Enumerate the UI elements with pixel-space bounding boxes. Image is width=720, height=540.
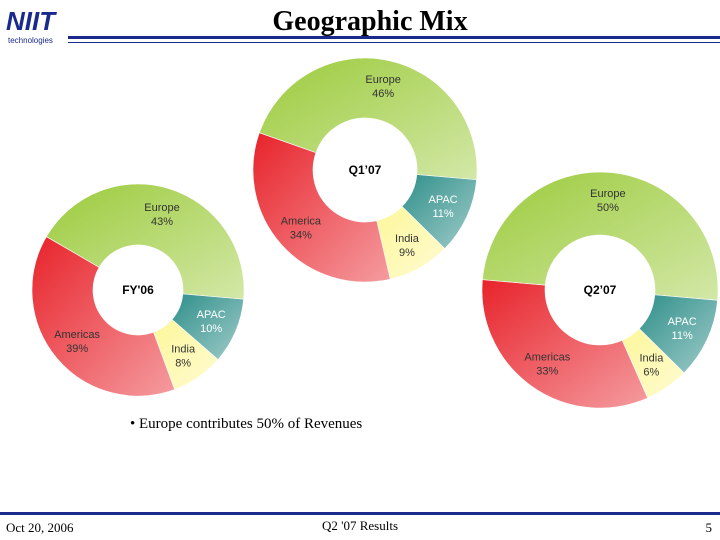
slice-shade: [171, 293, 244, 360]
slice-shade: [622, 328, 685, 398]
slice-shade: [482, 279, 648, 408]
slice-label: APAC: [428, 194, 457, 206]
slice-shade: [639, 294, 718, 373]
slice-label: India: [639, 352, 664, 364]
slice-shade: [402, 174, 477, 249]
footer-center: Q2 '07 Results: [322, 518, 398, 533]
slice-shade: [376, 206, 445, 280]
slice-value: 11%: [432, 208, 453, 220]
slice-label: India: [395, 233, 420, 245]
slice-value: 43%: [151, 216, 173, 228]
slice-value: 8%: [175, 357, 191, 369]
slice-shade: [31, 236, 175, 397]
slice-value: 10%: [200, 323, 222, 335]
slice-value: 39%: [66, 343, 88, 355]
logo-sub: technologies: [8, 36, 53, 45]
slice-label: APAC: [197, 309, 226, 321]
page-number: 5: [706, 520, 713, 535]
slice-label: Americas: [54, 329, 100, 341]
slice-label: Europe: [590, 188, 625, 200]
footer-date: Oct 20, 2006: [6, 520, 74, 535]
slice-value: 9%: [399, 247, 415, 259]
slice-label: America: [281, 215, 322, 227]
slice-label: Europe: [144, 202, 179, 214]
slice-value: 11%: [672, 330, 693, 342]
slice-value: 6%: [643, 366, 659, 378]
donut-title: Q2’07: [584, 283, 617, 297]
slice-shade: [153, 319, 218, 390]
slice-shade: [482, 172, 718, 301]
header-rule: [68, 36, 720, 39]
header-rule: [68, 42, 720, 43]
donut-title: Q1’07: [349, 163, 382, 177]
slice-label: Europe: [365, 74, 400, 86]
slice-shade: [46, 184, 244, 300]
slice-value: 50%: [597, 202, 619, 214]
footer-rule: [0, 512, 720, 515]
bullet: • Europe contributes 50% of Revenues: [130, 416, 362, 432]
charts: Europe 43% APAC 10% India 8% Americas 39% FY'06 E…: [31, 57, 719, 409]
slice-value: 34%: [290, 229, 312, 241]
slice-value: 33%: [536, 366, 558, 378]
donut-title: FY'06: [122, 283, 154, 297]
slide-title: Geographic Mix: [272, 6, 467, 37]
slice-shade: [253, 132, 391, 282]
slice-label: APAC: [668, 316, 697, 328]
slice-label: India: [171, 343, 196, 355]
slice-label: Americas: [524, 352, 570, 364]
logo: NIIT: [6, 6, 57, 36]
slice-shade: [259, 58, 477, 180]
slice-value: 46%: [372, 88, 394, 100]
